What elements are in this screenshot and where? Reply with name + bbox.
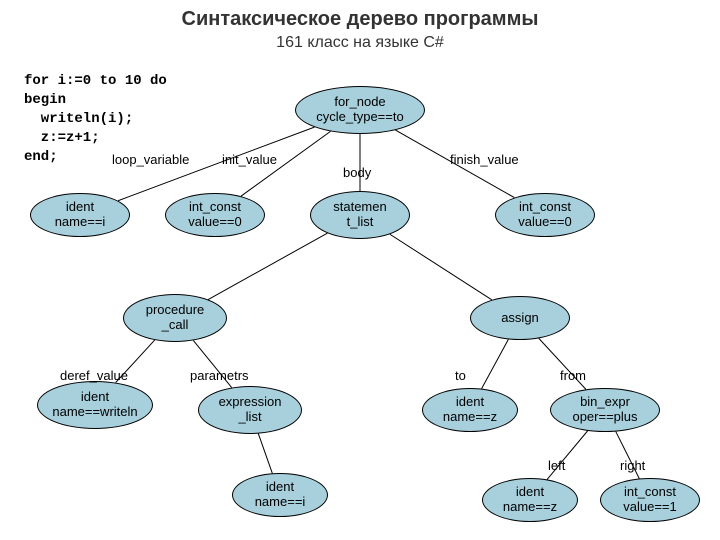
edge-label-parametrs: parametrs xyxy=(190,368,249,383)
node-ident_writeln: identname==writeln xyxy=(37,381,153,429)
node-for_node: for_nodecycle_type==to xyxy=(295,86,425,134)
node-expr_list: expression_list xyxy=(198,386,302,434)
node-line1: int_const xyxy=(624,485,676,500)
node-line2: cycle_type==to xyxy=(316,110,403,125)
node-line1: procedure xyxy=(146,303,205,318)
page-title: Синтаксическое дерево программы xyxy=(0,8,720,31)
edge-label-init_value: init_value xyxy=(222,152,277,167)
node-line2: name==z xyxy=(443,410,497,425)
node-line2: _list xyxy=(238,410,261,425)
edge xyxy=(208,233,327,299)
node-line2: oper==plus xyxy=(572,410,637,425)
edge-label-deref_value: deref_value xyxy=(60,368,128,383)
node-line2: _call xyxy=(162,318,189,333)
node-line1: assign xyxy=(501,311,539,326)
node-assign: assign xyxy=(470,296,570,340)
node-line1: int_const xyxy=(519,200,571,215)
edge xyxy=(482,339,509,388)
node-line2: value==0 xyxy=(518,215,572,230)
edge-label-finish_value: finish_value xyxy=(450,152,519,167)
node-line1: for_node xyxy=(334,95,385,110)
node-ident_i_loop: identname==i xyxy=(30,193,130,237)
edge-label-left: left xyxy=(548,458,565,473)
page-subtitle: 161 класс на языке C# xyxy=(0,34,720,52)
node-ident_i_param: identname==i xyxy=(232,473,328,517)
edge-label-loop_variable: loop_variable xyxy=(112,152,189,167)
node-line2: name==writeln xyxy=(52,405,137,420)
node-line1: ident xyxy=(516,485,544,500)
edge xyxy=(390,234,492,300)
edge-label-from: from xyxy=(560,368,586,383)
node-line1: statemen xyxy=(333,200,386,215)
node-line1: bin_expr xyxy=(580,395,630,410)
edge-label-body: body xyxy=(343,165,371,180)
node-line1: expression xyxy=(219,395,282,410)
node-ident_z_to: identname==z xyxy=(422,388,518,432)
node-line1: ident xyxy=(266,480,294,495)
node-ident_z_left: identname==z xyxy=(482,478,578,522)
node-line1: ident xyxy=(66,200,94,215)
node-line2: t_list xyxy=(347,215,374,230)
node-line2: name==z xyxy=(503,500,557,515)
node-line2: name==i xyxy=(55,215,106,230)
node-proc_call: procedure_call xyxy=(123,294,227,342)
node-int1_right: int_constvalue==1 xyxy=(600,478,700,522)
node-line2: value==1 xyxy=(623,500,677,515)
node-stmt_list: statement_list xyxy=(310,191,410,239)
node-line2: name==i xyxy=(255,495,306,510)
node-int0_finish: int_constvalue==0 xyxy=(495,193,595,237)
edge-label-right: right xyxy=(620,458,645,473)
edge xyxy=(258,434,272,474)
node-line1: int_const xyxy=(189,200,241,215)
edge-label-to: to xyxy=(455,368,466,383)
node-line2: value==0 xyxy=(188,215,242,230)
node-bin_expr: bin_exproper==plus xyxy=(550,388,660,432)
node-line1: ident xyxy=(456,395,484,410)
node-int0_init: int_constvalue==0 xyxy=(165,193,265,237)
node-line1: ident xyxy=(81,390,109,405)
